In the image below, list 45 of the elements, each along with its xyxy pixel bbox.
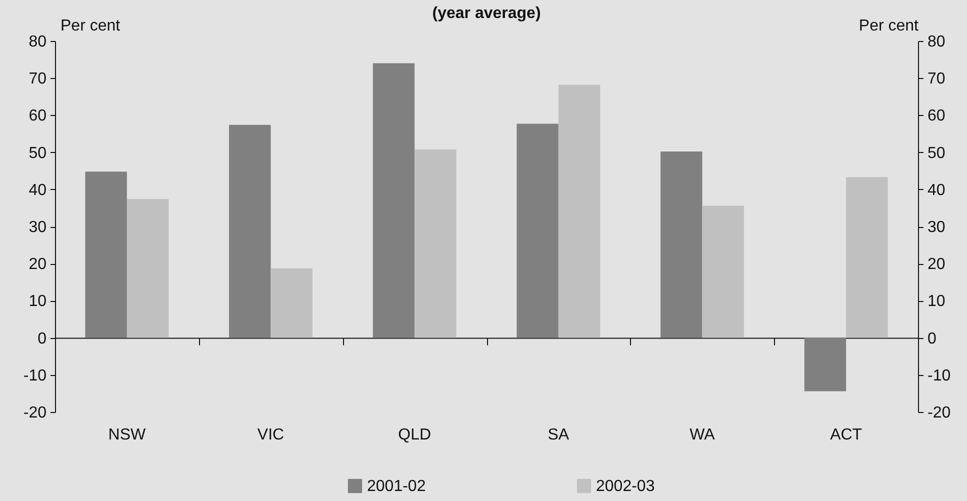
legend-label: 2001-02 (367, 478, 426, 495)
bar (270, 268, 312, 338)
y2-axis-title: Per cent (858, 18, 920, 34)
y-tick-label: 0 (38, 330, 47, 348)
y-tick-label: 60 (28, 108, 47, 125)
y2-tick-label: -10 (928, 367, 951, 384)
y-tick-label: 80 (28, 34, 47, 50)
y2-tick-label: 60 (928, 108, 946, 125)
y-tick-label: 20 (28, 256, 47, 274)
y2-tick-label: 80 (928, 34, 946, 50)
y-tick-label: -20 (23, 404, 47, 422)
y-tick-label: 40 (28, 182, 47, 199)
bar (229, 124, 271, 338)
bar (702, 206, 744, 338)
bar (516, 124, 558, 338)
legend-label: 2002-03 (596, 478, 655, 495)
bar (85, 172, 127, 338)
bar (804, 338, 846, 392)
bar (372, 63, 415, 338)
y-tick-label: 30 (28, 219, 47, 236)
y2-tick-label: 40 (928, 182, 946, 199)
x-tick-label: ACT (830, 426, 862, 444)
y2-tick-label: 70 (928, 70, 946, 88)
y2-tick-label: 20 (928, 256, 946, 274)
bar (660, 152, 702, 338)
x-tick-label: VIC (257, 426, 284, 444)
x-tick-label: QLD (398, 426, 432, 444)
y-tick-label: -10 (23, 367, 47, 384)
y2-tick-label: 50 (928, 144, 946, 162)
x-tick-label: SA (548, 426, 570, 444)
y-axis-title: Per cent (60, 18, 121, 34)
x-tick-label: NSW (108, 426, 146, 444)
chart-title: (year average) (432, 5, 541, 22)
y-tick-label: 70 (28, 70, 47, 88)
y-tick-label: 10 (28, 293, 47, 310)
y-tick-label: 50 (28, 144, 47, 162)
y2-tick-label: 0 (928, 330, 936, 348)
bar (558, 84, 600, 338)
y2-tick-label: -20 (928, 404, 951, 422)
y2-tick-label: 10 (928, 293, 946, 310)
bar (414, 149, 456, 338)
y2-tick-label: 30 (928, 219, 946, 236)
x-tick-label: WA (690, 426, 716, 444)
bar (846, 177, 888, 338)
bar (126, 199, 169, 338)
